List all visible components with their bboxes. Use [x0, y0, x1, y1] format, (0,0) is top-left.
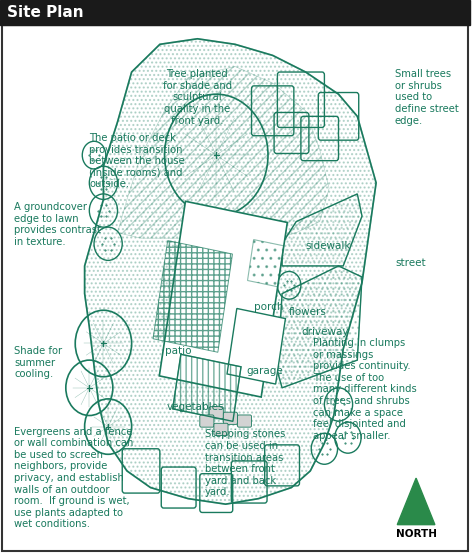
- Text: porch: porch: [254, 302, 284, 312]
- Text: Planting in clumps
or massings
provides continuity.
The use of too
many differen: Planting in clumps or massings provides …: [313, 338, 417, 441]
- FancyBboxPatch shape: [238, 415, 252, 427]
- Polygon shape: [159, 201, 287, 397]
- Text: garage: garage: [247, 365, 284, 376]
- Bar: [0, 0, 470, 25]
- Text: Site Plan: Site Plan: [7, 5, 84, 20]
- Text: Stepping stones
can be used in
transition areas
between front
yard and back
yard: Stepping stones can be used in transitio…: [205, 429, 285, 497]
- Text: Shade for
summer
cooling.: Shade for summer cooling.: [14, 347, 62, 379]
- Polygon shape: [397, 478, 435, 525]
- Text: Evergreens and a fence
or wall combination can
be used to screen
neighbors, prov: Evergreens and a fence or wall combinati…: [14, 427, 133, 530]
- FancyBboxPatch shape: [200, 415, 214, 427]
- Text: NORTH: NORTH: [396, 529, 437, 539]
- Text: driveway: driveway: [301, 327, 348, 337]
- Text: flowers: flowers: [289, 307, 327, 318]
- Text: A groundcover
edge to lawn
provides contrast
in texture.: A groundcover edge to lawn provides cont…: [14, 202, 101, 247]
- Text: sidewalk: sidewalk: [305, 241, 351, 251]
- Polygon shape: [227, 309, 285, 384]
- Text: street: street: [395, 258, 426, 268]
- Text: Tree planted
for shade and
sculptural
quality in the
front yard.: Tree planted for shade and sculptural qu…: [163, 69, 232, 126]
- Text: patio: patio: [164, 347, 191, 356]
- FancyBboxPatch shape: [209, 407, 223, 419]
- Text: Small trees
or shrubs
used to
define street
edge.: Small trees or shrubs used to define str…: [395, 69, 459, 126]
- Text: vegetables: vegetables: [167, 402, 224, 412]
- FancyBboxPatch shape: [214, 424, 228, 435]
- Text: The patio or deck
provides transition
between the house
(inside rooms) and
outsi: The patio or deck provides transition be…: [89, 133, 185, 189]
- FancyBboxPatch shape: [223, 412, 238, 425]
